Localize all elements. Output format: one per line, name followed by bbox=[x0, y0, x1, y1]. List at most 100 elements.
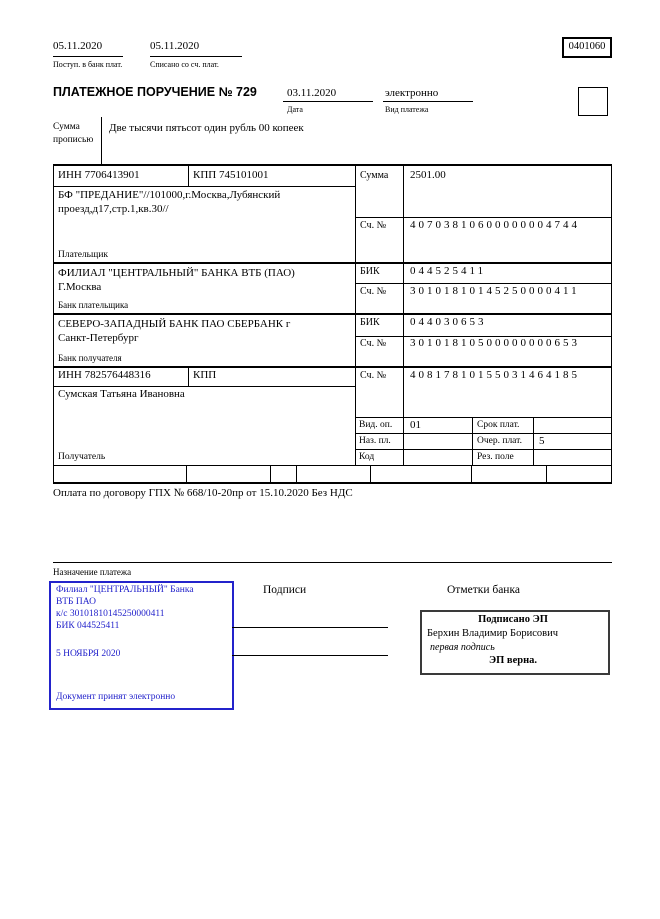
document-title: ПЛАТЕЖНОЕ ПОРУЧЕНИЕ № 729 bbox=[53, 85, 257, 99]
tax-cell-divider-5 bbox=[471, 465, 472, 483]
table-left-border bbox=[53, 164, 54, 484]
payer-name-line2: проезд,д17,стр.1,кв.30// bbox=[58, 203, 169, 215]
esign-signer-name: Берхин Владимир Борисович bbox=[427, 628, 558, 639]
debited-date-underline bbox=[150, 56, 242, 57]
received-date-underline bbox=[53, 56, 123, 57]
stamp-date: 5 НОЯБРЯ 2020 bbox=[56, 649, 121, 659]
debited-date: 05.11.2020 bbox=[150, 40, 200, 52]
payee-subtable-line2 bbox=[355, 433, 612, 434]
payment-purpose-label: Назначение платежа bbox=[53, 567, 132, 577]
document-date-underline bbox=[283, 101, 373, 102]
payment-kind: электронно bbox=[385, 87, 439, 99]
payee-kpp: КПП bbox=[193, 369, 217, 381]
subtable-divider-1 bbox=[472, 417, 473, 466]
label-column-divider bbox=[403, 164, 404, 466]
sum-label: Сумма bbox=[360, 170, 389, 181]
payee-name: Сумская Татьяна Ивановна bbox=[58, 388, 185, 400]
payee-innkpp-row-line bbox=[53, 386, 356, 387]
payer-kpp: КПП 745101001 bbox=[193, 169, 269, 181]
stamp-line1: Филиал "ЦЕНТРАЛЬНЫЙ" Банка bbox=[56, 585, 194, 595]
signature-line-2 bbox=[232, 655, 388, 656]
payer-bank-account-label: Сч. № bbox=[360, 286, 387, 297]
table-top-border bbox=[53, 164, 612, 166]
payee-subtable-line3 bbox=[355, 449, 612, 450]
payer-account: 40703810600000004744 bbox=[410, 219, 580, 231]
tax-cell-divider-1 bbox=[186, 465, 187, 483]
payerbank-block-line bbox=[53, 313, 612, 315]
tax-cell-divider-2 bbox=[270, 465, 271, 483]
esign-verified: ЭП верна. bbox=[488, 655, 537, 666]
payee-account: 40817810155031464185 bbox=[410, 369, 580, 381]
stamp-line3: к/с 30101810145250000411 bbox=[56, 609, 165, 619]
payer-inn-kpp-divider bbox=[188, 164, 189, 187]
payee-bank-account: 30101810500000000653 bbox=[410, 337, 580, 349]
payeebank-block-line bbox=[53, 366, 612, 368]
signature-line-1 bbox=[232, 627, 388, 628]
payerbank-bik-line bbox=[355, 283, 612, 284]
payment-kind-underline bbox=[383, 101, 473, 102]
sum-account-divider bbox=[355, 217, 612, 218]
due-date-label: Срок плат. bbox=[477, 420, 520, 430]
payee-bank-account-label: Сч. № bbox=[360, 338, 387, 349]
payer-bank-name-line2: Г.Москва bbox=[58, 281, 102, 293]
amount-words-divider bbox=[101, 117, 102, 165]
payer-bank-account: 30101810145250000411 bbox=[410, 285, 580, 297]
table-right-border bbox=[611, 164, 612, 484]
stamp-note: Документ принят электронно bbox=[56, 692, 176, 702]
form-code-box: 0401060 bbox=[562, 37, 612, 58]
received-date: 05.11.2020 bbox=[53, 40, 103, 52]
payer-block-line bbox=[53, 262, 612, 264]
signatures-label: Подписи bbox=[263, 584, 307, 596]
payer-inn: ИНН 7706413901 bbox=[58, 169, 140, 181]
code-label: Код bbox=[359, 452, 375, 462]
payee-subtable-line1 bbox=[355, 417, 612, 418]
document-date-label: Дата bbox=[287, 105, 303, 114]
amount-in-words: Две тысячи пятьсот один рубль 00 копеек bbox=[109, 122, 304, 134]
purpose-separator-line bbox=[53, 562, 612, 563]
esign-signature-kind: первая подпись bbox=[430, 642, 495, 653]
electronic-signature-box bbox=[420, 610, 610, 675]
stamp-line4: БИК 044525411 bbox=[56, 621, 120, 631]
payee-section-label: Получатель bbox=[58, 452, 106, 462]
payer-bank-section-label: Банк плательщика bbox=[58, 300, 129, 310]
payment-type-box bbox=[578, 87, 608, 116]
payer-section-label: Плательщик bbox=[58, 250, 109, 260]
sum-value: 2501.00 bbox=[410, 169, 446, 181]
payment-kind-label: Вид платежа bbox=[385, 105, 429, 114]
payee-bank-bik: 044030653 bbox=[410, 316, 487, 328]
table-mid-divider bbox=[355, 164, 356, 466]
bank-stamp-box bbox=[49, 581, 234, 710]
tax-fields-row-top bbox=[53, 465, 612, 466]
payer-bank-bik-label: БИК bbox=[360, 266, 380, 277]
tax-cell-divider-3 bbox=[296, 465, 297, 483]
purpose-code-label: Наз. пл. bbox=[359, 436, 391, 446]
payee-bank-name-line1: СЕВЕРО-ЗАПАДНЫЙ БАНК ПАО СБЕРБАНК г bbox=[58, 318, 291, 330]
stamp-line2: ВТБ ПАО bbox=[56, 597, 96, 607]
amount-in-words-label: Сумма прописью bbox=[53, 122, 94, 145]
payer-name-line1: БФ "ПРЕДАНИЕ"//101000,г.Москва,Лубянский bbox=[58, 189, 281, 201]
op-kind-value: 01 bbox=[410, 419, 421, 431]
payee-bank-bik-label: БИК bbox=[360, 317, 380, 328]
document-date: 03.11.2020 bbox=[287, 87, 337, 99]
table-bottom-border bbox=[53, 482, 612, 484]
payeebank-bik-line bbox=[355, 336, 612, 337]
debited-date-label: Списано со сч. плат. bbox=[150, 60, 219, 69]
tax-cell-divider-4 bbox=[370, 465, 371, 483]
priority-value: 5 bbox=[539, 435, 545, 447]
payment-purpose: Оплата по договору ГПХ № 668/10-20пр от … bbox=[53, 487, 353, 499]
payee-bank-name-line2: Санкт-Петербург bbox=[58, 332, 139, 344]
payee-bank-section-label: Банк получателя bbox=[58, 353, 122, 363]
reserve-label: Рез. поле bbox=[477, 452, 514, 462]
payer-bank-bik: 044525411 bbox=[410, 265, 487, 277]
op-kind-label: Вид. оп. bbox=[359, 420, 393, 430]
payer-innkpp-row-line bbox=[53, 186, 356, 187]
payer-bank-name-line1: ФИЛИАЛ "ЦЕНТРАЛЬНЫЙ" БАНКА ВТБ (ПАО) bbox=[58, 267, 295, 279]
payee-inn-kpp-divider bbox=[188, 366, 189, 387]
payee-account-label: Сч. № bbox=[360, 370, 387, 381]
received-date-label: Поступ. в банк плат. bbox=[53, 60, 123, 69]
priority-label: Очер. плат. bbox=[477, 436, 522, 446]
bank-marks-label: Отметки банка bbox=[447, 584, 520, 596]
payee-inn: ИНН 782576448316 bbox=[58, 369, 151, 381]
tax-cell-divider-6 bbox=[546, 465, 547, 483]
